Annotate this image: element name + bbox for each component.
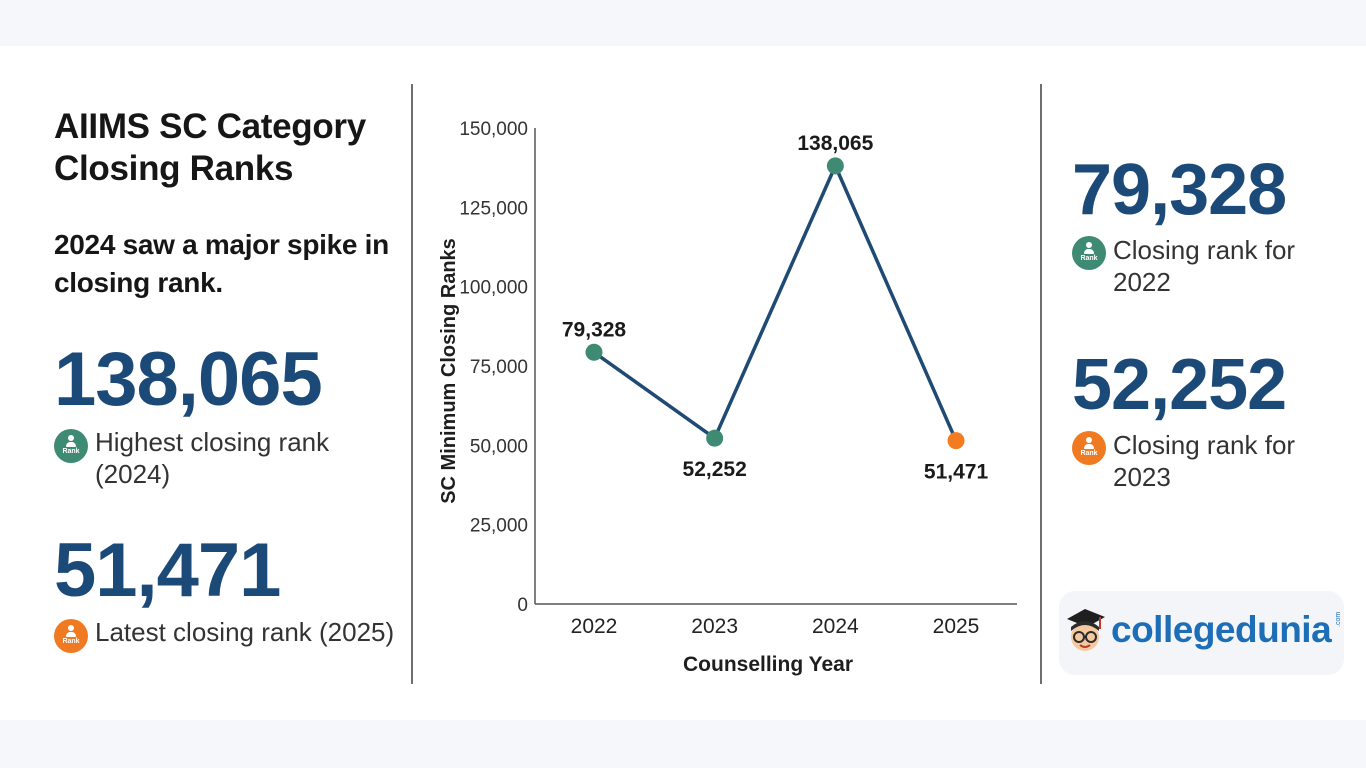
rank-badge: Rank (54, 619, 88, 653)
latest-rank-value: 51,471 (54, 528, 281, 613)
data-label: 79,328 (562, 318, 627, 341)
data-point (947, 432, 965, 450)
x-tick-label: 2023 (691, 615, 738, 638)
y-axis-label: SC Minimum Closing Ranks (438, 238, 460, 504)
person-icon (66, 624, 76, 638)
highest-rank-value: 138,065 (54, 337, 323, 422)
right-divider (1040, 84, 1042, 684)
x-tick-label: 2025 (933, 615, 980, 638)
y-tick-label: 150,000 (459, 119, 528, 140)
y-tick-label: 75,000 (470, 357, 528, 378)
y-tick-label: 100,000 (459, 278, 528, 299)
highest-rank-label: Highest closing rank (2024) (95, 427, 330, 489)
person-icon (66, 434, 76, 448)
latest-rank-label: Latest closing rank (2025) (95, 617, 395, 647)
person-icon (1084, 436, 1094, 450)
rank-2022-value: 79,328 (1072, 150, 1287, 230)
x-tick-label: 2022 (571, 615, 618, 638)
rank-badge: Rank (1072, 431, 1106, 465)
page-title: AIIMS SC Category Closing Ranks (54, 107, 366, 188)
rank-2023-label: Closing rank for 2023 (1113, 430, 1296, 492)
y-tick-label: 125,000 (459, 198, 528, 219)
data-point (706, 429, 724, 447)
x-axis-label: Counselling Year (683, 653, 853, 676)
data-label: 52,252 (683, 458, 747, 481)
data-point (826, 157, 844, 175)
data-label: 51,471 (924, 461, 989, 484)
student-mascot-icon (1067, 609, 1105, 651)
data-label: 138,065 (797, 132, 873, 155)
line-chart: 0 25,000 50,000 75,000 100,000 125,000 150,000… (438, 119, 1017, 676)
y-tick-label: 0 (517, 595, 528, 616)
y-tick-label: 50,000 (470, 436, 528, 457)
logo-wordmark: collegedunia (1111, 609, 1332, 650)
left-divider (411, 84, 413, 684)
series-line (592, 164, 958, 442)
rank-2022-label: Closing rank for 2022 (1113, 235, 1296, 297)
infographic-card: AIIMS SC Category Closing Ranks 2024 saw… (0, 46, 1366, 720)
data-point (585, 343, 603, 361)
person-icon (1084, 241, 1094, 255)
x-tick-label: 2024 (812, 615, 859, 638)
rank-2023-value: 52,252 (1072, 345, 1287, 425)
collegedunia-logo[interactable]: collegedunia .com (1059, 591, 1344, 675)
rank-badge: Rank (1072, 236, 1106, 270)
logo-suffix: .com (1335, 611, 1342, 627)
rank-badge: Rank (54, 429, 88, 463)
y-tick-label: 25,000 (470, 516, 528, 537)
page-subtitle: 2024 saw a major spike in closing rank. (54, 229, 389, 298)
